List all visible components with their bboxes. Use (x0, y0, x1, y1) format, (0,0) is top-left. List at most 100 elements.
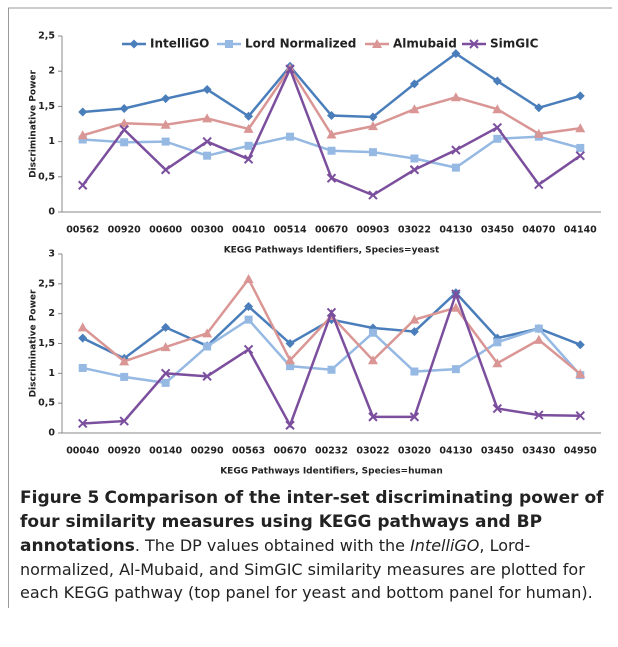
marker (161, 137, 170, 146)
legend-label: IntelliGO (150, 37, 209, 51)
marker (160, 342, 171, 352)
marker (202, 85, 212, 95)
marker (244, 302, 254, 312)
marker (119, 124, 129, 135)
y-axis-title: Discriminative Power (29, 70, 39, 178)
frame-left (8, 8, 9, 608)
y-tick-label: 1,5 (38, 338, 55, 349)
marker (576, 143, 585, 152)
marker (492, 358, 503, 368)
marker (119, 118, 130, 128)
marker (78, 180, 88, 190)
marker (451, 289, 461, 299)
marker (575, 410, 585, 421)
marker (78, 135, 87, 144)
x-tick-label: 00670 (315, 225, 348, 236)
marker (78, 363, 87, 372)
x-tick-label: 00920 (108, 225, 141, 236)
legend-marker (372, 39, 382, 48)
x-axis-title: KEGG Pathways Identifiers, Species=yeast (224, 246, 440, 256)
legend-marker (469, 39, 479, 49)
marker (244, 111, 254, 121)
y-tick-label: 0 (48, 428, 55, 439)
x-tick-label: 00290 (191, 446, 224, 457)
marker (78, 333, 88, 343)
marker (450, 302, 461, 312)
marker (575, 368, 586, 378)
marker (286, 132, 295, 141)
marker (120, 138, 129, 147)
y-tick-label: 2 (48, 66, 55, 77)
marker (202, 371, 212, 382)
marker (119, 356, 130, 366)
marker (202, 328, 213, 338)
series-line (82, 291, 581, 360)
marker (451, 145, 461, 155)
marker (493, 134, 502, 143)
x-tick-label: 00410 (232, 225, 265, 236)
marker (285, 64, 295, 74)
marker (368, 328, 377, 337)
marker (78, 107, 88, 117)
caption: Figure 5 Comparison of the inter-set dis… (20, 486, 610, 604)
x-tick-label: 00514 (274, 225, 307, 236)
y-tick-label: 2,5 (38, 278, 55, 289)
y-tick-label: 0,5 (38, 398, 55, 409)
figure: 0 0,5 1 1,5 2 2,5 00562 00920 00600 00300 00410 005… (8, 7, 612, 477)
marker (409, 104, 420, 114)
y-tick-label: 2,5 (38, 31, 55, 42)
marker (203, 342, 212, 351)
x-tick-label: 03450 (481, 446, 514, 457)
x-tick-label: 03430 (522, 446, 555, 457)
marker (534, 179, 544, 190)
marker (326, 129, 337, 139)
marker (327, 365, 336, 374)
caption-text: . The DP values obtained with the (134, 536, 411, 555)
x-tick-label: 04130 (439, 446, 472, 457)
marker (450, 92, 461, 102)
x-tick-label: 00140 (149, 446, 182, 457)
x-tick-label: 04130 (439, 225, 472, 236)
x-tick-label: 00903 (356, 225, 389, 236)
marker (161, 94, 171, 104)
marker (244, 315, 253, 324)
marker (160, 119, 171, 129)
marker (77, 322, 88, 332)
marker (202, 136, 212, 147)
x-tick-label: 00670 (274, 446, 307, 457)
marker (492, 104, 503, 114)
y-tick-label: 1 (48, 136, 55, 147)
marker (534, 410, 544, 420)
x-tick-label: 03022 (356, 446, 389, 457)
marker (161, 378, 170, 387)
marker (368, 412, 378, 422)
legend-label: Almubaid (393, 37, 457, 51)
marker (534, 324, 543, 333)
x-tick-label: 03022 (398, 225, 431, 236)
marker (451, 163, 460, 172)
marker (575, 340, 585, 350)
marker (409, 165, 420, 175)
marker (368, 112, 378, 122)
series-line (82, 52, 581, 119)
marker (119, 416, 129, 426)
marker (409, 314, 420, 324)
marker (451, 365, 460, 374)
marker (161, 322, 171, 332)
x-tick-label: 04140 (564, 225, 597, 236)
caption-title: Comparison of the inter-set discriminati… (20, 488, 604, 556)
marker (367, 355, 378, 365)
x-tick-label: 04950 (564, 446, 597, 457)
marker (533, 334, 544, 344)
y-tick-label: 0,5 (38, 171, 55, 182)
marker (451, 49, 461, 59)
marker (326, 173, 337, 183)
legend-label: SimGIC (490, 37, 539, 51)
x-tick-label: 04070 (522, 225, 555, 236)
marker (492, 403, 503, 414)
marker (285, 420, 295, 430)
caption-label: Figure 5 (20, 488, 100, 508)
marker (285, 339, 295, 348)
marker (575, 123, 586, 133)
